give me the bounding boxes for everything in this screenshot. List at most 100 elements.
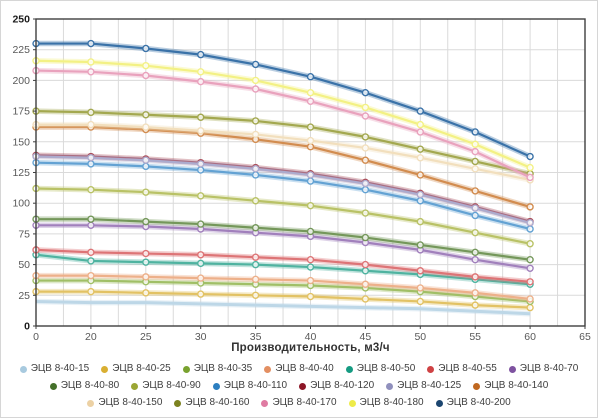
legend-item: ЭЦВ 8-40-125 [386, 378, 461, 394]
data-point-marker [196, 166, 205, 174]
legend-swatch [473, 382, 481, 390]
data-point-marker [471, 204, 479, 212]
series-line [35, 154, 531, 223]
data-point-marker [142, 162, 150, 171]
data-point-marker [306, 177, 315, 185]
x-tick-label: 45 [360, 331, 372, 343]
x-axis-title: Производительность, м3/ч [231, 342, 390, 354]
data-point-marker [471, 187, 479, 195]
data-point-marker [526, 203, 534, 211]
data-point-marker [471, 165, 479, 173]
data-point-marker [87, 185, 95, 194]
data-point-marker [142, 123, 150, 131]
data-point-marker [306, 263, 315, 271]
data-point-marker [251, 275, 260, 284]
legend-label: ЭЦВ 8-40-15 [30, 363, 90, 374]
legend-swatch [386, 382, 394, 390]
data-point-marker [306, 292, 315, 301]
legend-item: ЭЦВ 8-40-35 [182, 361, 253, 377]
legend-label: ЭЦВ 8-40-80 [60, 380, 120, 391]
series-ЭЦВ 8-40-180 [32, 57, 534, 172]
data-point-marker [471, 228, 479, 237]
data-point-marker [196, 290, 205, 298]
data-point-marker [142, 273, 150, 281]
data-point-marker [87, 221, 95, 230]
data-point-marker [416, 128, 424, 136]
data-point-marker [416, 297, 424, 306]
legend-swatch [427, 365, 435, 373]
data-point-marker [196, 251, 205, 259]
data-point-marker [87, 160, 95, 168]
data-point-marker [361, 185, 370, 194]
data-point-marker [142, 188, 150, 196]
data-point-marker [196, 77, 205, 86]
legend-swatch [345, 365, 353, 373]
y-tick-label: 175 [12, 106, 30, 118]
legend-item: ЭЦВ 8-40-50 [345, 361, 416, 377]
x-tick-label: 20 [85, 331, 97, 343]
x-tick-label: 0 [33, 331, 39, 343]
data-point-marker [416, 190, 424, 199]
data-point-marker [251, 197, 260, 205]
data-point-marker [361, 295, 370, 303]
data-point-marker [142, 217, 150, 226]
y-tick-label: 125 [12, 167, 30, 179]
data-point-marker [251, 60, 260, 69]
data-point-marker [526, 240, 534, 248]
series-ЭЦВ 8-40-110 [32, 158, 534, 233]
data-point-marker [87, 68, 95, 76]
data-point-marker [306, 123, 315, 131]
data-point-marker [526, 255, 534, 264]
legend-swatch [182, 365, 190, 373]
series-line [35, 155, 531, 224]
data-point-marker [142, 111, 150, 119]
data-point-marker [306, 88, 315, 97]
series-ЭЦВ 8-40-25 [32, 287, 534, 312]
data-point-marker [471, 140, 479, 148]
data-point-marker [142, 44, 150, 53]
data-point-marker [251, 85, 260, 93]
legend-item: ЭЦВ 8-40-150 [87, 395, 162, 411]
data-point-marker [87, 58, 95, 66]
data-point-marker [416, 241, 424, 249]
data-point-marker [251, 291, 260, 299]
data-point-marker [306, 97, 315, 105]
legend-item: ЭЦВ 8-40-15 [19, 361, 90, 377]
data-point-marker [361, 144, 370, 152]
data-point-marker [526, 225, 534, 233]
legend-item: ЭЦВ 8-40-55 [427, 361, 497, 377]
legend-item: ЭЦВ 8-40-110 [212, 378, 287, 394]
x-axis-labels: 0 20 25 30 35 40 45 50 55 60 65 [33, 331, 591, 343]
data-point-marker [361, 133, 370, 141]
x-tick-label: 65 [579, 331, 591, 343]
data-point-marker [471, 147, 479, 156]
legend-item: ЭЦВ 8-40-120 [299, 378, 374, 394]
data-point-marker [142, 249, 150, 258]
y-tick-label: 150 [12, 136, 30, 148]
pump-curves-chart: 0 25 50 75 100 125 150 175 200 225 250 0 20 25 30 35 40 4… [12, 14, 591, 344]
data-point-marker [361, 88, 370, 97]
legend-label: ЭЦВ 8-40-50 [356, 363, 416, 374]
x-tick-label: 25 [140, 331, 152, 343]
data-point-marker [306, 227, 315, 236]
data-point-marker [526, 278, 534, 286]
legend-swatch [261, 399, 269, 407]
y-tick-label: 250 [12, 14, 30, 26]
series-line [36, 42, 531, 158]
data-point-marker [416, 145, 424, 153]
x-tick-label: 55 [469, 331, 481, 343]
series-ЭЦВ 8-40-35 [32, 276, 534, 306]
series-line [36, 290, 531, 309]
data-point-marker [471, 248, 479, 257]
legend-label: ЭЦВ 8-40-90 [142, 380, 201, 391]
series-line [36, 125, 531, 208]
legend-label: ЭЦВ 8-40-35 [193, 363, 253, 374]
data-point-marker [87, 154, 95, 162]
legend-item: ЭЦВ 8-40-70 [508, 361, 578, 377]
legend-item: ЭЦВ 8-40-90 [131, 378, 201, 394]
series-line [36, 274, 531, 301]
data-point-marker [196, 220, 205, 228]
legend-item: ЭЦВ 8-40-160 [174, 395, 249, 411]
series-line [35, 248, 531, 283]
